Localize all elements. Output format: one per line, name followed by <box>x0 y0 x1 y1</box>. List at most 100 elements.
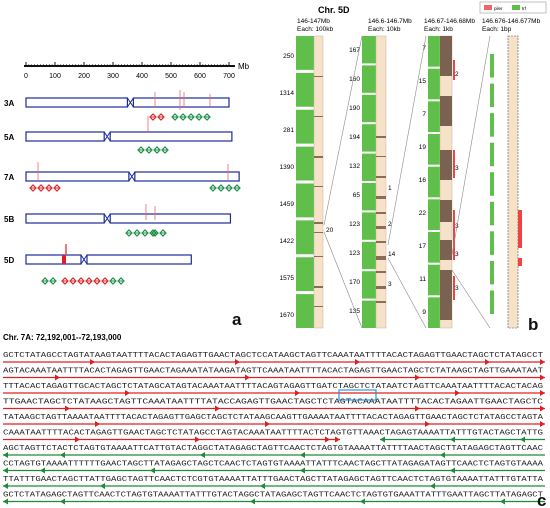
gene-diamond <box>225 184 233 192</box>
repeat-arrow-head <box>380 436 385 443</box>
panel-b: Chr. 5D 146-147Mb Each: 100kb 146.6-146.… <box>280 1 547 334</box>
track-stripe <box>376 226 386 229</box>
chromosome-arm <box>25 254 82 265</box>
repeat-arrow-head <box>540 390 545 396</box>
gene-diamond <box>157 113 165 121</box>
col3-right-label: 3 <box>455 251 459 258</box>
chromosome-arm <box>25 171 130 182</box>
panel-a-letter: a <box>232 310 242 329</box>
track-green-block <box>490 231 494 255</box>
col2-label: 123 <box>349 250 360 257</box>
sequence-line: TTATTTGAACTAGCTTATTGAGCTAGTTCAACTCTCGTGT… <box>3 476 544 484</box>
repeat-arrow-head <box>200 452 205 458</box>
track-stripe <box>376 176 386 178</box>
panel-c-title: Chr. 7A: 72,192,001--72,193,000 <box>3 333 122 342</box>
col3-label: 7 <box>422 111 426 118</box>
track-stripe <box>314 76 323 77</box>
chromosome-arm <box>132 97 230 108</box>
repeat-arrow-head <box>195 436 200 443</box>
track-green-block <box>362 65 376 93</box>
bp-column <box>507 35 519 329</box>
centromere <box>103 213 111 224</box>
col4-range: 146.676-146.677Mb <box>482 18 541 25</box>
chromosome-arm <box>109 213 232 224</box>
zoom-connectors <box>323 35 491 329</box>
col3-label: 7 <box>422 45 426 52</box>
gene-diamond <box>153 146 161 154</box>
repeat-arrow-head <box>3 483 8 489</box>
track-green-block <box>362 241 376 270</box>
axis-tick-label: 200 <box>78 73 90 80</box>
repeat-arrow-head <box>415 374 420 381</box>
gene-diamond <box>125 229 133 237</box>
repeat-arrow-head <box>150 467 155 474</box>
gene-diamond <box>161 146 169 154</box>
track-stripe <box>376 271 386 273</box>
track-stripe <box>314 116 323 117</box>
gene-diamond <box>85 277 93 285</box>
track-stripe <box>376 196 386 199</box>
gene-diamond <box>77 277 85 285</box>
col2-label: 135 <box>349 308 360 315</box>
col1-label: 1670 <box>280 312 295 319</box>
track-stripe <box>376 136 386 138</box>
track-green-block <box>428 134 440 165</box>
col3-label: 22 <box>419 210 427 217</box>
track-green-block <box>296 109 314 144</box>
track-column <box>313 35 324 329</box>
axis-tick-label: 0 <box>24 73 28 80</box>
col2-label: 123 <box>349 221 360 228</box>
track-green-block <box>428 297 440 328</box>
markers-5b <box>145 204 156 220</box>
legend: piler trf <box>479 1 547 14</box>
repeat-arrow-head <box>440 452 445 458</box>
repeat-arrow-head <box>325 436 330 443</box>
track-green-block <box>296 146 314 181</box>
track-green-block <box>428 68 440 100</box>
gene-diamond <box>29 184 37 192</box>
chromosome-label: 7A <box>4 173 14 182</box>
sequence-line: TTTACACTAGAGTTGCACTAGCTCTATAGCATAGTACAAA… <box>3 383 544 391</box>
gene-diamond <box>195 113 203 121</box>
gene-diamond <box>141 229 149 237</box>
chromosome-ideograms: 3A 5A 7A 5B 5D <box>4 97 240 265</box>
repeat-arrow-head <box>360 498 365 505</box>
repeat-arrow-head <box>265 421 270 427</box>
track-green-block <box>362 300 376 328</box>
piler-mark <box>453 210 455 250</box>
repeat-arrow-head <box>295 390 300 396</box>
col3-label: 9 <box>422 309 426 316</box>
repeat-arrow-head <box>40 467 45 474</box>
repeat-arrow-head <box>300 452 305 458</box>
track-column <box>375 35 387 329</box>
repeat-arrow-head <box>3 467 8 474</box>
track-green-block <box>490 201 494 226</box>
col3-right-label: 2 <box>455 71 459 78</box>
gene-diamond <box>171 113 179 121</box>
gene-diamond <box>53 184 61 192</box>
gene-diamond <box>179 113 187 121</box>
chromosome-arm <box>25 213 105 224</box>
col2-label: 160 <box>349 76 360 83</box>
col1-label: 1422 <box>280 238 295 245</box>
repeat-arrow-head <box>60 498 65 505</box>
repeat-arrow-head <box>215 405 220 412</box>
track-green-block <box>362 94 376 123</box>
track-green-block <box>428 101 440 132</box>
repeat-arrow-head <box>450 436 455 443</box>
piler-mark <box>453 240 455 260</box>
gene-diamond <box>37 184 45 192</box>
gene-diamond <box>69 277 77 285</box>
repeat-arrow-head <box>540 421 545 427</box>
chromosome-arm <box>109 131 233 142</box>
markers-3a <box>154 90 211 110</box>
gene-diamond <box>203 113 211 121</box>
repeat-arrow-head <box>540 359 545 365</box>
markers-5d <box>62 244 67 264</box>
track-stripe <box>314 306 323 307</box>
repeat-arrow-head <box>100 483 105 489</box>
col2-right-label: 1 <box>388 185 392 192</box>
centromere <box>128 171 136 182</box>
track-stripe <box>314 222 323 224</box>
